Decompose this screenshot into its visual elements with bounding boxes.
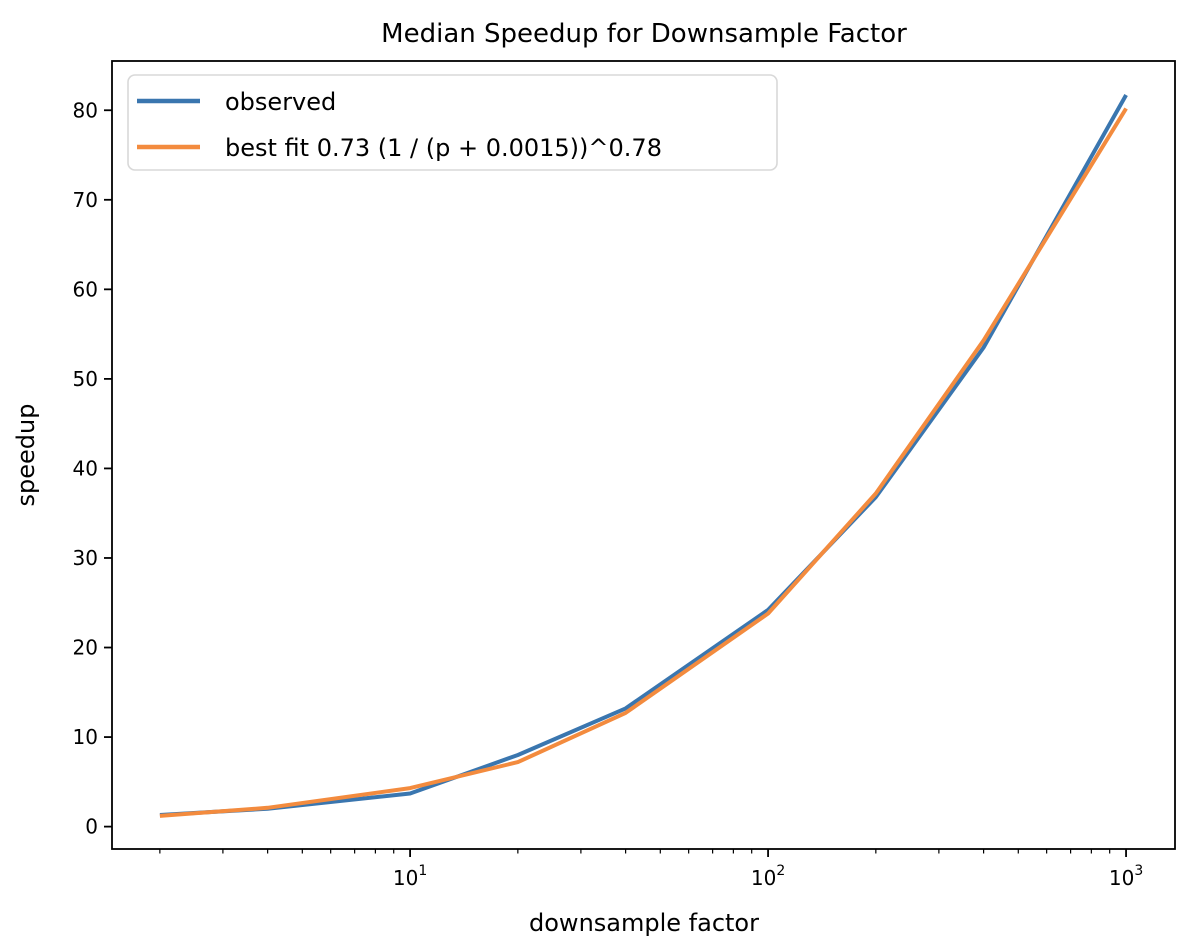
y-tick-label: 80 xyxy=(73,98,98,122)
legend-box xyxy=(127,74,778,171)
y-tick-label: 40 xyxy=(73,456,98,480)
chart-title: Median Speedup for Downsample Factor xyxy=(381,19,907,49)
y-axis-label: speedup xyxy=(12,404,40,507)
y-tick-label: 60 xyxy=(73,277,98,301)
x-tick-label: 101 xyxy=(393,863,427,890)
y-tick-label: 70 xyxy=(73,188,98,212)
y-tick-label: 50 xyxy=(73,367,98,391)
y-tick-label: 0 xyxy=(85,815,98,839)
observed-line xyxy=(159,94,1128,817)
legend-best-fit-label: best fit 0.73 (1 / (p + 0.0015))^0.78 xyxy=(225,134,662,162)
y-tick-label: 10 xyxy=(73,725,98,749)
plot-lines xyxy=(159,94,1128,818)
y-tick-label: 20 xyxy=(73,636,98,660)
x-axis-label: downsample factor xyxy=(529,909,759,937)
x-tick-label: 103 xyxy=(1109,863,1143,890)
axis-ticks: 0 10 20 30 40 50 60 70 80 101 102 103 xyxy=(73,98,1144,890)
plot-border xyxy=(111,60,1176,850)
legend: observed best fit 0.73 (1 / (p + 0.0015)… xyxy=(127,74,778,171)
legend-observed-label: observed xyxy=(225,88,336,116)
x-tick-label: 102 xyxy=(751,863,785,890)
y-tick-label: 30 xyxy=(73,546,98,570)
best-fit-line xyxy=(159,107,1128,818)
